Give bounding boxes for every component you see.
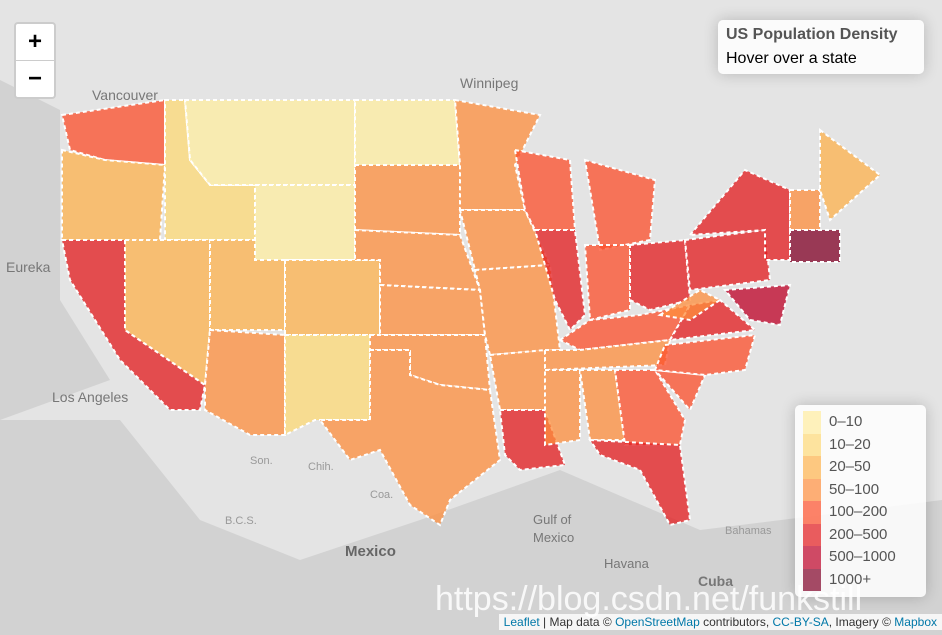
state[interactable] — [124, 239, 211, 387]
watermark: https://blog.csdn.net/funkstill — [435, 580, 863, 618]
legend-item: 500–1000 — [803, 546, 918, 569]
state[interactable] — [354, 164, 461, 237]
state[interactable] — [657, 288, 722, 322]
legend-item: 50–100 — [803, 478, 918, 501]
map-label: Havana — [604, 556, 650, 571]
legend-swatch — [803, 546, 821, 569]
legend-label: 20–50 — [829, 458, 871, 475]
state[interactable] — [453, 98, 542, 211]
text: , Imagery © — [828, 615, 891, 629]
legend-item: 1000+ — [803, 568, 918, 591]
sea — [0, 420, 942, 635]
state[interactable] — [204, 328, 286, 436]
ocean — [0, 80, 110, 420]
legend-label: 500–1000 — [829, 548, 896, 565]
legend-swatch — [803, 456, 821, 479]
map-label: B.C.S. — [225, 515, 257, 527]
attribution: Leaflet | Map data © OpenStreetMap contr… — [498, 614, 942, 630]
legend-label: 0–10 — [829, 413, 863, 430]
legend-item: 200–500 — [803, 523, 918, 546]
map-label: Mexico — [533, 530, 574, 545]
link[interactable]: CC-BY-SA — [772, 615, 829, 629]
state[interactable] — [318, 349, 502, 527]
states — [60, 98, 882, 527]
state[interactable] — [533, 229, 587, 332]
state[interactable] — [653, 333, 757, 377]
text: | Map data © — [543, 615, 612, 629]
map-label: Winnipeg — [460, 75, 518, 91]
state[interactable] — [183, 99, 356, 186]
state[interactable] — [544, 338, 672, 372]
map-label: Eureka — [6, 259, 51, 275]
map-label: Mexico — [345, 543, 396, 560]
state[interactable] — [819, 128, 882, 222]
state[interactable] — [683, 228, 772, 292]
info-box: US Population Density Hover over a state — [718, 20, 924, 74]
info-title: US Population Density — [726, 26, 898, 43]
map-label: Cuba — [698, 573, 733, 589]
link[interactable]: Leaflet — [503, 615, 540, 629]
state[interactable] — [583, 244, 631, 322]
text: contributors, — [703, 615, 770, 629]
legend-item: 0–10 — [803, 411, 918, 434]
legend-label: 10–20 — [829, 435, 871, 453]
state[interactable] — [513, 148, 577, 231]
info-subtitle: Hover over a state — [726, 50, 857, 67]
legend-swatch — [803, 478, 821, 501]
state[interactable] — [652, 368, 707, 412]
state[interactable] — [354, 228, 482, 292]
zoom-out[interactable]: − — [27, 65, 42, 92]
legend-swatch — [803, 568, 821, 591]
legend-label: 100–200 — [829, 503, 888, 520]
legend-swatch — [803, 523, 821, 546]
state[interactable] — [458, 209, 552, 272]
legend: 0–10 10–20 20–50 50–100 100–200 200–500 500–10… — [795, 405, 926, 597]
state[interactable] — [61, 148, 167, 241]
state[interactable] — [588, 438, 692, 527]
legend-label: 200–500 — [829, 525, 888, 543]
state[interactable] — [583, 158, 657, 252]
state[interactable] — [488, 348, 546, 411]
zoom-control: + − — [14, 22, 56, 99]
legend-item: 20–50 — [803, 456, 918, 479]
map-label: Gulf of — [533, 512, 572, 527]
legend-swatch — [803, 411, 821, 434]
legend-label: 1000+ — [829, 570, 872, 588]
state[interactable] — [254, 184, 356, 261]
link[interactable]: Mapbox — [894, 615, 937, 629]
map-label: Los Angeles — [52, 389, 128, 405]
legend-swatch — [803, 433, 821, 456]
zoom-in[interactable]: + — [16, 24, 54, 61]
state[interactable] — [473, 263, 562, 357]
state[interactable] — [544, 369, 581, 447]
map-label: Bahamas — [725, 525, 772, 537]
state[interactable] — [722, 283, 792, 327]
state[interactable] — [379, 283, 487, 336]
legend-swatch — [803, 501, 821, 524]
map-label: Chih. — [308, 461, 334, 473]
legend-item: 10–20 — [803, 433, 918, 456]
state[interactable] — [354, 99, 462, 166]
state[interactable] — [789, 229, 841, 263]
link[interactable]: OpenStreetMap — [615, 615, 700, 629]
state[interactable] — [789, 189, 821, 231]
map-label: Son. — [250, 455, 273, 467]
state[interactable] — [629, 238, 692, 312]
state[interactable] — [284, 259, 381, 336]
map-label: Vancouver — [92, 87, 158, 103]
map-label: Coa. — [370, 489, 393, 501]
legend-label: 50–100 — [829, 480, 880, 498]
state[interactable] — [613, 369, 687, 446]
legend-item: 100–200 — [803, 501, 918, 524]
